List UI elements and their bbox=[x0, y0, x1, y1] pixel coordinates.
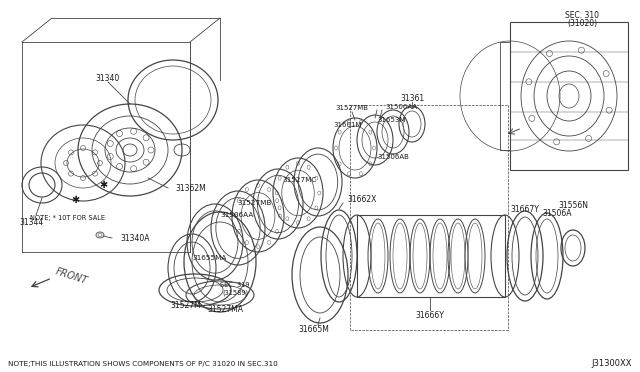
Text: 31506AB: 31506AB bbox=[377, 154, 409, 160]
Text: 31361: 31361 bbox=[400, 93, 424, 103]
Text: NOTE; * 10T FOR SALE: NOTE; * 10T FOR SALE bbox=[30, 215, 105, 221]
Text: FRONT: FRONT bbox=[54, 266, 89, 286]
Text: 31340: 31340 bbox=[96, 74, 120, 83]
Text: 31655MA: 31655MA bbox=[193, 255, 227, 261]
Text: 31527MB: 31527MB bbox=[335, 105, 369, 111]
Text: (31020): (31020) bbox=[567, 19, 597, 28]
Bar bbox=[510, 22, 628, 170]
Text: 31666Y: 31666Y bbox=[415, 311, 444, 320]
Text: J31300XX: J31300XX bbox=[591, 359, 632, 369]
Bar bbox=[357, 215, 505, 297]
Text: 31527MC: 31527MC bbox=[283, 177, 317, 183]
Text: 31362M: 31362M bbox=[175, 183, 205, 192]
Text: NOTE;THIS ILLUSTRATION SHOWS COMPONENTS OF P/C 31020 IN SEC.310: NOTE;THIS ILLUSTRATION SHOWS COMPONENTS … bbox=[8, 361, 278, 367]
Bar bbox=[500, 42, 510, 150]
Text: 31506AA: 31506AA bbox=[220, 212, 253, 218]
Text: 31653M: 31653M bbox=[377, 117, 405, 123]
Text: 31527M: 31527M bbox=[171, 301, 202, 310]
Text: 31506A: 31506A bbox=[542, 208, 572, 218]
Text: 31344: 31344 bbox=[20, 218, 44, 227]
Text: 31527MA: 31527MA bbox=[207, 305, 243, 314]
Text: ✱: ✱ bbox=[99, 180, 107, 190]
Text: SEC. 310: SEC. 310 bbox=[565, 10, 599, 19]
Text: 31601M: 31601M bbox=[333, 122, 362, 128]
Text: SEC. 319: SEC. 319 bbox=[220, 282, 250, 288]
Text: ✱: ✱ bbox=[71, 195, 79, 205]
Text: 31340A: 31340A bbox=[120, 234, 150, 243]
Text: 31556N: 31556N bbox=[558, 201, 588, 209]
Text: (31589): (31589) bbox=[222, 290, 248, 296]
Text: 31506AA: 31506AA bbox=[385, 104, 417, 110]
Text: 31665M: 31665M bbox=[299, 326, 330, 334]
Text: 31667Y: 31667Y bbox=[511, 205, 540, 214]
Text: 31527MB: 31527MB bbox=[238, 200, 272, 206]
Text: 31662X: 31662X bbox=[347, 195, 376, 203]
